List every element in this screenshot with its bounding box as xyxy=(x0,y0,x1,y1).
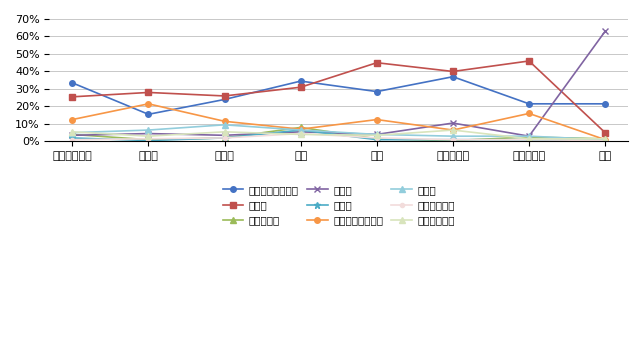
転　動 xyxy=(297,85,305,89)
就職・転職・転業 xyxy=(525,102,533,106)
就　学 xyxy=(221,133,228,138)
卒　業 xyxy=(373,138,381,142)
Line: 卒　業: 卒 業 xyxy=(69,127,609,144)
就職・転職・転業 xyxy=(68,81,76,85)
転　動 xyxy=(68,95,76,99)
就職・転職・転業 xyxy=(449,75,457,79)
交通の利便性 xyxy=(297,131,305,136)
退職・廃業 xyxy=(68,132,76,136)
生活の利便性 xyxy=(525,137,533,141)
退職・廃業 xyxy=(297,125,305,130)
転　動 xyxy=(145,90,152,95)
生活の利便性 xyxy=(601,137,609,141)
結婚・離婚・縁組 xyxy=(221,119,228,123)
住　宅 xyxy=(145,128,152,132)
就　学 xyxy=(297,130,305,134)
結婚・離婚・縁組 xyxy=(449,128,457,132)
退職・廃業 xyxy=(601,137,609,141)
結婚・離婚・縁組 xyxy=(68,117,76,122)
卒　業 xyxy=(449,138,457,142)
Line: 退職・廃業: 退職・廃業 xyxy=(69,124,609,144)
住　宅 xyxy=(525,134,533,138)
退職・廃業 xyxy=(373,137,381,141)
転　動 xyxy=(449,69,457,74)
就職・転職・転業 xyxy=(373,89,381,94)
生活の利便性 xyxy=(373,133,381,138)
Legend: 就職・転職・転業, 転　動, 退職・廃業, 就　学, 卒　業, 結婚・離婚・縁組, 住　宅, 交通の利便性, 生活の利便性: 就職・転職・転業, 転 動, 退職・廃業, 就 学, 卒 業, 結婚・離婚・縁組… xyxy=(219,181,459,230)
退職・廃業 xyxy=(525,135,533,139)
退職・廃業 xyxy=(449,138,457,143)
結婚・離婚・縁組 xyxy=(297,127,305,131)
就職・転職・転業 xyxy=(297,79,305,83)
交通の利便性 xyxy=(68,138,76,142)
退職・廃業 xyxy=(221,136,228,140)
就　学 xyxy=(525,134,533,138)
就職・転職・転業 xyxy=(601,102,609,106)
生活の利便性 xyxy=(297,132,305,136)
交通の利便性 xyxy=(373,136,381,140)
卒　業 xyxy=(68,136,76,140)
生活の利便性 xyxy=(68,130,76,134)
Line: 交通の利便性: 交通の利便性 xyxy=(70,131,607,143)
結婚・離婚・縁組 xyxy=(145,102,152,106)
転　動 xyxy=(601,131,609,135)
卒　業 xyxy=(145,138,152,143)
結婚・離婚・縁組 xyxy=(373,117,381,122)
就　学 xyxy=(145,131,152,136)
Line: 住　宅: 住 宅 xyxy=(69,122,608,143)
転　動 xyxy=(373,60,381,65)
住　宅 xyxy=(601,138,609,142)
就　学 xyxy=(601,29,609,33)
卒　業 xyxy=(525,138,533,142)
転　動 xyxy=(525,59,533,63)
就　学 xyxy=(68,133,76,138)
卒　業 xyxy=(601,138,609,143)
Line: 転　動: 転 動 xyxy=(69,58,608,135)
住　宅 xyxy=(297,128,305,132)
生活の利便性 xyxy=(145,134,152,138)
卒　業 xyxy=(297,128,305,132)
結婚・離婚・縁組 xyxy=(601,138,609,142)
転　動 xyxy=(221,94,228,98)
Line: 生活の利便性: 生活の利便性 xyxy=(69,127,608,141)
住　宅 xyxy=(221,123,228,127)
生活の利便性 xyxy=(449,128,457,132)
生活の利便性 xyxy=(221,130,228,134)
交通の利便性 xyxy=(601,138,609,143)
交通の利便性 xyxy=(525,138,533,142)
就職・転職・転業 xyxy=(221,97,228,102)
Line: 就　学: 就 学 xyxy=(69,28,609,140)
Line: 就職・転職・転業: 就職・転職・転業 xyxy=(69,74,608,117)
交通の利便性 xyxy=(449,138,457,142)
住　宅 xyxy=(68,131,76,135)
住　宅 xyxy=(373,132,381,136)
Line: 結婚・離婚・縁組: 結婚・離婚・縁組 xyxy=(69,101,608,143)
交通の利便性 xyxy=(221,136,228,140)
就職・転職・転業 xyxy=(145,112,152,117)
就　学 xyxy=(373,132,381,136)
結婚・離婚・縁組 xyxy=(525,111,533,116)
就　学 xyxy=(449,121,457,125)
住　宅 xyxy=(449,134,457,138)
退職・廃業 xyxy=(145,138,152,142)
交通の利便性 xyxy=(145,137,152,141)
卒　業 xyxy=(221,136,228,140)
